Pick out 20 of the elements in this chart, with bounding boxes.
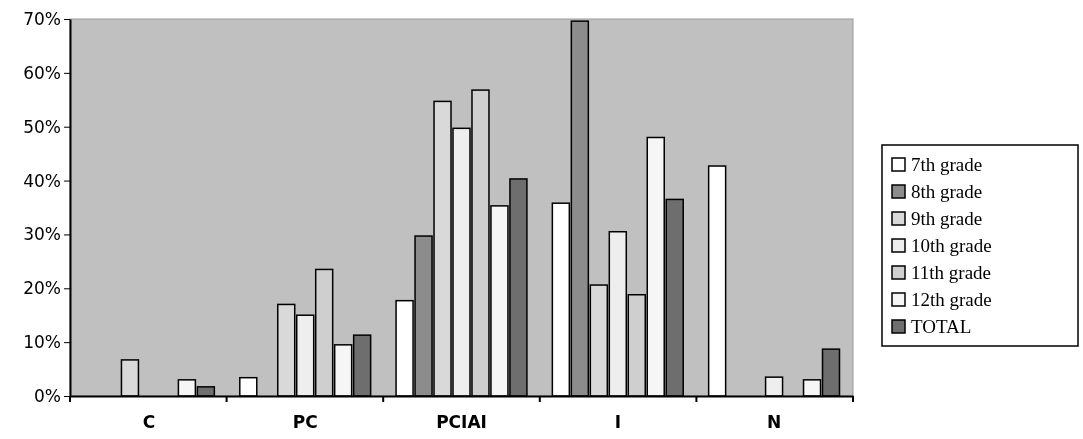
x-tick-label: C [142, 412, 156, 433]
y-tick-label: 10% [23, 332, 61, 353]
legend-label: 11th grade [911, 262, 992, 283]
legend-label: 12th grade [911, 289, 992, 310]
legend-label: 8th grade [911, 181, 983, 202]
legend-label: TOTAL [911, 316, 972, 337]
y-tick-label: 30% [23, 224, 61, 245]
x-tick-label: N [766, 412, 782, 433]
y-tick-label: 50% [23, 116, 61, 137]
y-tick-label: 60% [23, 62, 61, 83]
y-tick-label: 0% [34, 385, 61, 406]
legend-label: 7th grade [911, 154, 983, 175]
x-tick-label: PC [292, 412, 318, 433]
legend-label: 9th grade [911, 208, 983, 229]
y-tick-label: 70% [23, 8, 61, 29]
y-tick-label: 40% [23, 170, 61, 191]
x-tick-label: PCIAI [436, 412, 487, 433]
x-tick-label: I [614, 412, 621, 433]
legend-label: 10th grade [911, 235, 992, 256]
y-tick-label: 20% [23, 278, 61, 299]
